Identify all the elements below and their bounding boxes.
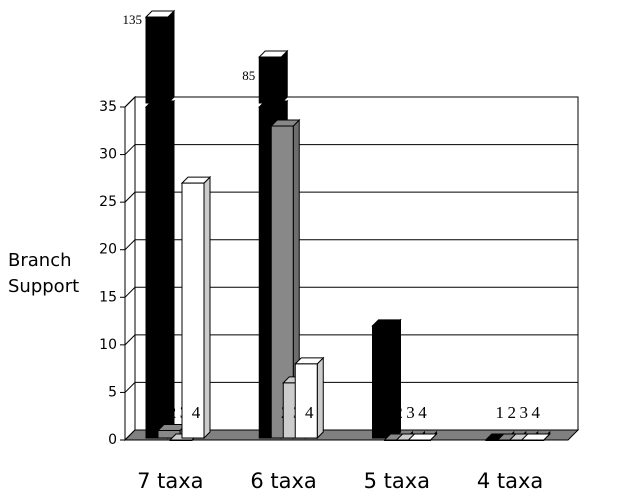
series-label: 1 — [156, 403, 165, 422]
bar-break — [258, 56, 282, 104]
bar — [521, 439, 545, 441]
grid-line — [124, 144, 578, 155]
series-label: 4 — [192, 403, 201, 422]
grid-line — [124, 191, 578, 203]
bar-break-side — [280, 49, 288, 105]
bar-side — [167, 99, 175, 440]
series-label: 4 — [305, 403, 314, 422]
bar — [372, 325, 395, 439]
y-axis-label: Branch Support — [8, 250, 80, 297]
bar-break-side — [167, 9, 175, 105]
series-label: 2 — [508, 403, 517, 422]
y-tick-label: 35 — [99, 99, 117, 115]
bar — [145, 106, 169, 439]
series-label: 3 — [520, 403, 529, 422]
data-label: 135 — [123, 12, 143, 27]
x-tick-label: 5 taxa — [364, 469, 430, 493]
series-label: 2 — [394, 403, 403, 422]
y-tick-label: 10 — [99, 337, 117, 353]
series-label: 2 — [168, 403, 177, 422]
x-tick-label: 7 taxa — [137, 469, 203, 493]
grid-line — [124, 96, 578, 108]
series-label: 4 — [532, 403, 541, 422]
bar — [408, 439, 431, 441]
data-label: 85 — [242, 68, 255, 83]
grid-line — [124, 286, 578, 298]
y-tick-label: 30 — [99, 147, 117, 163]
y-tick-label: 20 — [99, 242, 117, 258]
x-tick-label: 4 taxa — [477, 469, 543, 493]
bar-break — [145, 16, 169, 104]
bar-side — [316, 356, 324, 440]
y-tick-label: 25 — [99, 194, 117, 210]
grid-line — [124, 381, 578, 393]
series-label: 1 — [496, 403, 505, 422]
y-tick-label: 0 — [108, 432, 117, 448]
series-label: 1 — [382, 403, 391, 422]
y-tick-label: 5 — [108, 384, 117, 400]
x-tick-label: 6 taxa — [250, 469, 316, 493]
bar-side — [203, 175, 211, 440]
series-label: 3 — [406, 403, 415, 422]
series-label: 4 — [418, 403, 427, 422]
bar — [169, 439, 193, 441]
back-wall — [124, 95, 136, 442]
bar — [181, 182, 205, 439]
bar — [270, 125, 294, 439]
y-tick-label: 15 — [99, 289, 117, 305]
grid-line — [124, 239, 578, 251]
grid-line — [124, 334, 578, 346]
bar — [294, 363, 318, 439]
